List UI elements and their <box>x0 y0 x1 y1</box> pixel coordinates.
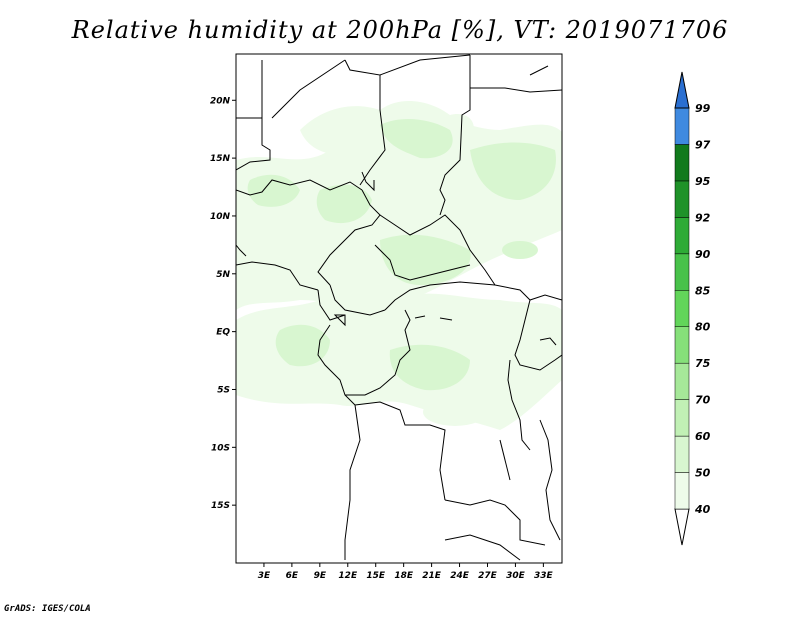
lon-label: 3E <box>258 571 271 581</box>
humidity-patch-5 <box>389 344 470 391</box>
lon-label: 18E <box>394 571 414 581</box>
lat-label: 5S <box>217 385 230 395</box>
humidity-patch-4 <box>275 324 330 367</box>
grads-credit: GrADS: IGES/COLA <box>4 604 91 614</box>
colorbar-label: 95 <box>695 175 711 188</box>
colorbar: 40 50 60 70 75 80 85 90 92 95 97 99 <box>674 71 711 546</box>
humidity-blob-2 <box>423 398 487 426</box>
colorbar-segment <box>674 107 690 145</box>
lon-label: 9E <box>314 571 327 581</box>
colorbar-segment <box>674 399 690 437</box>
colorbar-label: 75 <box>695 357 711 370</box>
lat-label: EQ <box>216 328 230 338</box>
lon-label: 15E <box>366 571 386 581</box>
colorbar-label: 92 <box>695 211 711 224</box>
colorbar-tail-low <box>674 508 690 546</box>
lat-label: 15S <box>211 501 230 511</box>
latitude-labels: 20N 15N 10N 5N EQ 5S 10S 15S <box>210 96 231 511</box>
colorbar-label: 50 <box>695 467 711 480</box>
colorbar-label: 85 <box>695 284 711 297</box>
colorbar-label: 90 <box>695 248 711 261</box>
colorbar-segment <box>674 362 690 400</box>
humidity-patch-6 <box>247 174 300 207</box>
humidity-patch-7 <box>316 184 372 224</box>
humidity-patch-2 <box>470 142 556 200</box>
map-title: Relative humidity at 200hPa [%], VT: 201… <box>71 16 729 44</box>
lon-label: 21E <box>422 571 442 581</box>
colorbar-segment <box>674 435 690 473</box>
lon-label: 27E <box>478 571 498 581</box>
colorbar-segment <box>674 253 690 291</box>
colorbar-label: 80 <box>695 321 711 334</box>
lat-label: 20N <box>210 96 231 106</box>
lon-label: 24E <box>450 571 470 581</box>
colorbar-segment <box>674 217 690 255</box>
colorbar-label: 40 <box>694 503 711 516</box>
colorbar-label: 99 <box>695 102 711 115</box>
colorbar-segment <box>674 472 690 510</box>
colorbar-label: 97 <box>695 138 711 151</box>
lat-label: 10N <box>210 212 231 222</box>
humidity-blob-1 <box>248 252 288 272</box>
humidity-blob-3 <box>502 241 538 259</box>
lat-label: 15N <box>210 154 231 164</box>
humidity-patch-3 <box>380 234 471 285</box>
colorbar-segment <box>674 326 690 364</box>
lat-label: 5N <box>216 270 230 280</box>
colorbar-segment <box>674 180 690 218</box>
humidity-shading <box>236 100 562 430</box>
colorbar-label: 70 <box>695 394 711 407</box>
lon-label: 6E <box>286 571 299 581</box>
country-borders <box>236 54 562 561</box>
longitude-labels: 3E 6E 9E 12E 15E 18E 21E 24E 27E 30E 33E <box>258 571 554 581</box>
lon-label: 33E <box>534 571 554 581</box>
axis-ticks <box>232 99 544 567</box>
lon-label: 12E <box>338 571 358 581</box>
map-frame <box>235 53 563 564</box>
lat-label: 10S <box>211 443 230 453</box>
humidity-patch-1 <box>380 118 453 159</box>
colorbar-segment <box>674 144 690 182</box>
colorbar-tail-high <box>674 71 690 109</box>
colorbar-label: 60 <box>695 430 711 443</box>
lon-label: 30E <box>506 571 526 581</box>
colorbar-segment <box>674 290 690 327</box>
